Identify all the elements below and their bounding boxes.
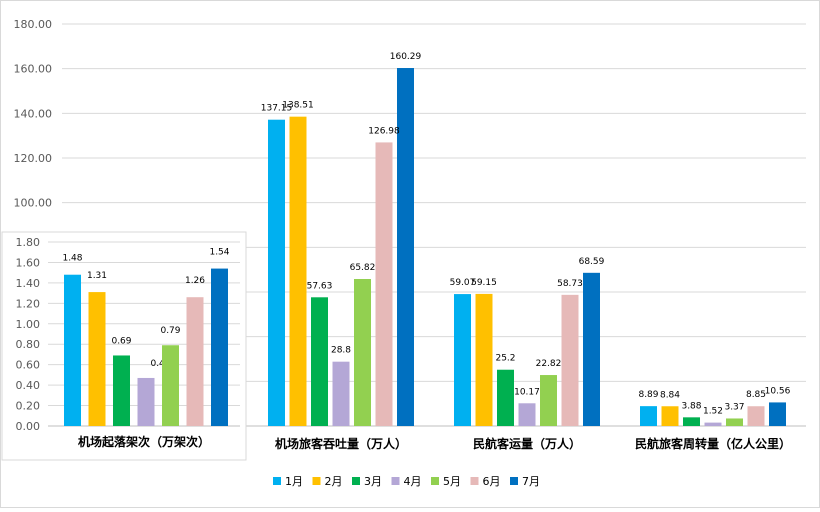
legend-label: 3月 (364, 475, 382, 488)
bar (397, 68, 414, 427)
legend-swatch (312, 477, 321, 485)
inset-data-label: 1.54 (209, 248, 229, 258)
bar (747, 406, 765, 426)
data-label: 8.84 (660, 390, 680, 400)
data-label: 22.82 (536, 359, 562, 369)
main-y-tick-label: 120.00 (14, 152, 53, 165)
bar (332, 361, 350, 426)
data-label: 8.89 (638, 390, 658, 400)
inset-bar (211, 268, 228, 426)
main-bars (268, 68, 786, 427)
data-label: 59.07 (450, 278, 476, 288)
legend-swatch (273, 477, 281, 485)
main-y-tick-label: 160.00 (14, 63, 53, 76)
data-label: 126.98 (368, 126, 400, 136)
main-y-tick-label: 140.00 (14, 107, 53, 120)
category-label: 民航客运量（万人） (473, 436, 581, 451)
bar (454, 294, 471, 426)
data-label: 160.29 (390, 52, 422, 62)
data-label: 10.56 (765, 386, 791, 396)
legend-label: 1月 (285, 475, 303, 488)
inset-data-label: 1.31 (87, 271, 107, 281)
inset-y-tick-label: 0.20 (16, 400, 41, 413)
inset-bar (162, 345, 179, 426)
inset-bar (64, 274, 81, 426)
data-label: 65.82 (350, 263, 376, 273)
inset-y-tick-label: 1.40 (16, 277, 41, 290)
data-label: 28.8 (331, 346, 351, 356)
data-label: 59.15 (471, 278, 497, 288)
bar (661, 406, 679, 426)
bar (769, 402, 786, 426)
category-label: 民航旅客周转量（亿人公里） (635, 436, 791, 451)
inset-data-label: 0.79 (160, 326, 180, 336)
data-label: 8.85 (746, 390, 766, 400)
legend: 1月 2月 3月 4月 5月 6月 7月 (273, 475, 540, 488)
inset-category-label: 机场起落架次（万架次） (78, 434, 210, 449)
data-label: 3.88 (681, 401, 701, 411)
data-label: 10.17 (514, 387, 540, 397)
bar (561, 294, 579, 426)
bar (354, 279, 371, 426)
legend-swatch (510, 477, 518, 485)
data-label: 25.2 (495, 354, 515, 364)
legend-label: 2月 (325, 475, 343, 488)
data-label: 1.52 (703, 407, 723, 417)
legend-label: 4月 (404, 475, 422, 488)
inset-bar (186, 297, 204, 426)
data-label: 138.51 (282, 101, 314, 111)
bar (375, 142, 393, 427)
bar (475, 293, 493, 426)
inset-data-label: 0.69 (111, 336, 131, 346)
data-label: 58.73 (557, 279, 583, 289)
inset-y-tick-label: 1.20 (16, 297, 41, 310)
data-label: 57.63 (307, 281, 333, 291)
inset-y-tick-label: 0.40 (16, 379, 41, 392)
bar (583, 272, 600, 426)
bar (640, 406, 657, 426)
data-label: 137.15 (261, 104, 293, 114)
inset-y-tick-label: 1.80 (16, 236, 41, 249)
main-x-axis: 机场旅客吞吐量（万人） 民航客运量（万人） 民航旅客周转量（亿人公里） (275, 436, 791, 451)
inset-bar (137, 377, 155, 426)
data-label: 3.37 (724, 402, 744, 412)
inset-data-label: 0.47 (150, 359, 170, 369)
bar (311, 297, 328, 426)
bar (289, 116, 307, 426)
inset-data-label: 1.26 (185, 276, 205, 286)
inset-y-tick-label: 0.60 (16, 359, 41, 372)
legend-label: 6月 (483, 475, 501, 488)
inset-bar (88, 292, 106, 426)
main-y-tick-label: 180.00 (14, 18, 53, 31)
legend-swatch (391, 477, 400, 485)
legend-swatch (352, 477, 360, 485)
bar (683, 417, 700, 426)
legend-label: 7月 (522, 475, 540, 488)
inset-y-tick-label: 1.60 (16, 256, 41, 269)
inset-y-tick-label: 1.00 (16, 318, 41, 331)
data-label: 68.59 (579, 257, 605, 267)
inset-y-tick-label: 0.80 (16, 338, 41, 351)
category-label: 机场旅客吞吐量（万人） (275, 436, 407, 451)
bar (518, 403, 536, 426)
legend-swatch (470, 477, 479, 485)
inset-data-label: 1.48 (62, 254, 82, 264)
bar (704, 422, 722, 426)
inset-y-tick-label: 0.00 (16, 420, 41, 433)
inset-chart: 0.00 0.20 0.40 0.60 0.80 1.00 1.20 1.40 1.60 1.80… (1, 231, 247, 461)
inset-bar (113, 355, 130, 426)
bar (268, 119, 285, 426)
bar (497, 369, 514, 426)
legend-label: 5月 (443, 475, 461, 488)
legend-swatch (431, 477, 439, 485)
main-y-tick-label: 100.00 (14, 197, 53, 210)
bar (726, 418, 743, 426)
bar (540, 375, 557, 426)
